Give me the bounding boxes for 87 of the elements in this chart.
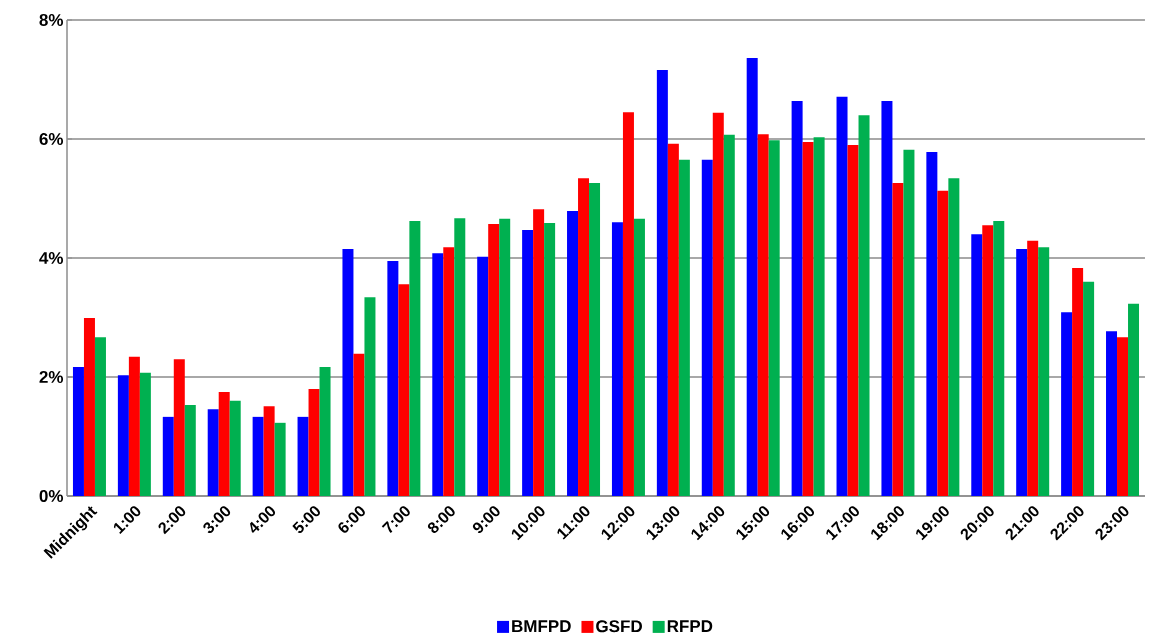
bar [342,249,354,496]
bar [353,353,365,496]
bar [207,409,219,496]
bar [622,112,634,496]
y-tick-label: 0% [39,489,64,503]
bar [667,143,679,496]
bar [926,152,938,496]
bar [948,178,960,496]
bar [937,190,949,496]
bar [544,222,556,496]
bar [432,253,444,496]
bar [533,209,545,496]
bar [184,404,196,496]
bar [319,366,331,496]
y-tick-label: 2% [39,370,64,384]
bar [173,359,185,496]
bar [858,115,870,496]
bar [678,159,690,496]
bar [139,372,151,496]
bar [387,260,399,496]
bar [982,225,994,496]
bar [409,221,421,496]
bar [723,134,735,496]
x-tick-label: 4:00 [250,506,276,533]
bar [364,297,376,496]
bar [589,183,601,496]
legend-label: BMFPD [512,620,571,632]
bar [454,218,466,496]
bar [308,388,320,496]
bar [94,337,106,496]
x-tick-label: 6:00 [338,506,365,533]
bar [847,144,859,496]
bar [768,140,780,496]
bar [117,375,129,496]
bar [892,183,904,496]
bar [881,100,893,496]
y-tick-label: 6% [39,132,64,146]
y-tick-label: 8% [39,13,64,27]
bar [578,178,590,496]
bar [633,218,645,496]
x-tick-label: 9:00 [472,506,500,534]
bar [813,137,825,496]
bar [712,112,724,496]
x-tick-label: 7:00 [381,506,410,534]
bar [477,256,489,496]
legend-label: GSFD [596,620,642,633]
bar [701,159,713,496]
bar [1083,281,1095,496]
bar [567,210,579,496]
bar [1106,331,1118,496]
bar [128,356,140,496]
legend-label: RFPD [667,620,713,632]
bar [1072,268,1084,496]
bar [83,318,95,496]
bar [1038,247,1050,496]
bar [656,69,668,496]
bar [1117,337,1129,496]
bar [443,247,455,496]
bar [1016,249,1028,496]
bar [252,416,264,496]
bar [1128,303,1140,496]
bar [218,391,230,496]
bar [611,222,623,496]
x-tick-label: 3:00 [203,506,231,534]
bar [791,100,803,496]
bar [162,416,174,496]
bar [993,221,1005,496]
y-tick-label: 4% [39,252,64,264]
bar [229,400,241,496]
x-tick-label: 8:00 [427,506,455,534]
bar [274,422,286,496]
bar [297,416,309,496]
bar [488,224,500,496]
bar [836,96,848,496]
bar [398,284,410,496]
bar [1027,240,1039,496]
bar [757,134,769,496]
bar [802,141,814,496]
bar [72,366,84,496]
bar [971,234,983,496]
bar [746,58,758,496]
bar [903,149,915,496]
bar [263,406,275,496]
bar [499,218,511,496]
bar [522,230,534,496]
bar [1061,312,1073,496]
x-tick-label: 5:00 [292,506,320,534]
